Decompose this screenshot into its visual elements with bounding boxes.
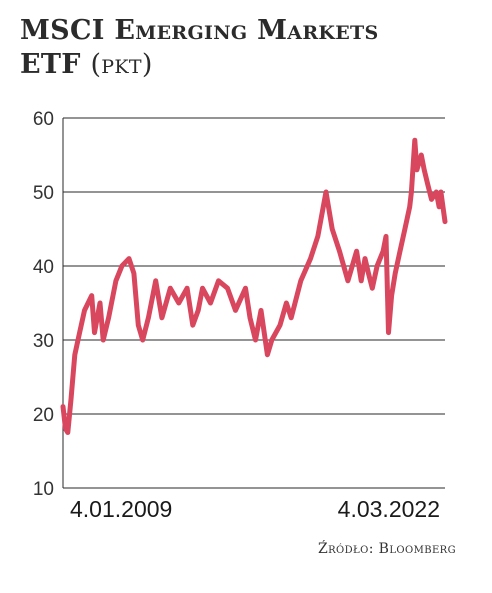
x-tick-label-start: 4.01.2009 [70,496,172,522]
x-tick-label-end: 4.03.2022 [338,496,440,522]
y-tick-label-10: 10 [33,479,54,500]
y-tick-label-60: 60 [33,109,54,130]
y-tick-label-30: 30 [33,331,54,352]
x-axis-ticks: 4.01.2009 4.03.2022 [70,496,440,522]
y-tick-label-20: 20 [33,405,54,426]
y-tick-label-50: 50 [33,183,54,204]
series-group [60,137,448,435]
title-line-1: MSCI Emerging Markets [20,15,379,46]
y-axis-ticks: 10 20 30 40 50 60 [33,109,54,500]
source-note: Źródło: Bloomberg [317,541,456,557]
series-line-0 [60,137,448,435]
y-tick-label-40: 40 [33,257,54,278]
grid-lines [62,117,445,489]
chart-title: MSCI Emerging Markets ETF (pkt) [20,14,378,82]
title-line-2: ETF [20,49,81,80]
title-unit: (pkt) [90,49,153,80]
